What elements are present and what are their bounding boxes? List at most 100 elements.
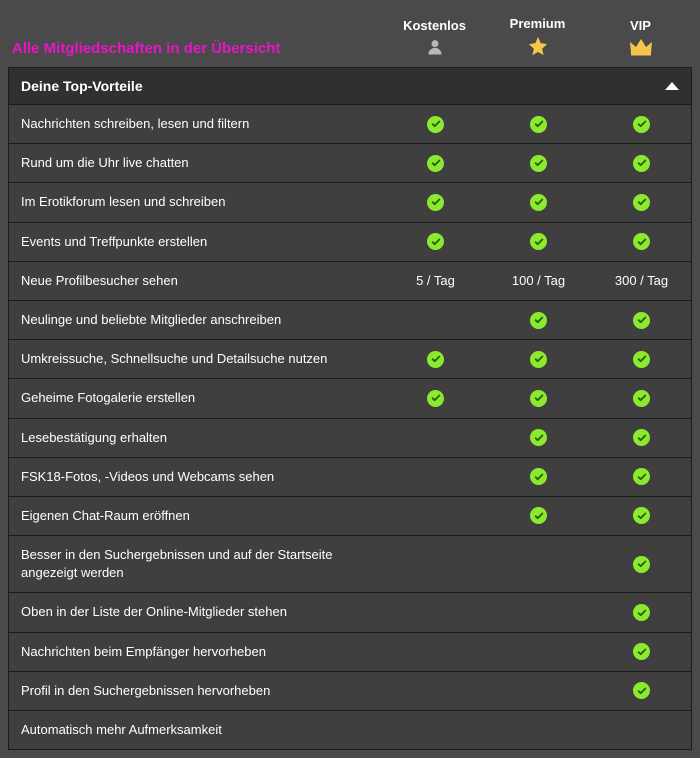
crown-icon (589, 37, 692, 57)
feature-cell (384, 194, 487, 211)
feature-label: Im Erotikforum lesen und schreiben (9, 183, 384, 221)
feature-cell (384, 351, 487, 368)
feature-row: Besser in den Suchergebnissen und auf de… (8, 536, 692, 593)
feature-cell (590, 643, 693, 660)
feature-label: Lesebestätigung erhalten (9, 419, 384, 457)
feature-label: Besser in den Suchergebnissen und auf de… (9, 536, 384, 592)
feature-cell (487, 155, 590, 172)
feature-cell (590, 312, 693, 329)
section-title: Deine Top-Vorteile (21, 78, 143, 94)
check-icon (633, 390, 650, 407)
check-icon (530, 507, 547, 524)
star-icon (486, 35, 589, 57)
feature-row: Eigenen Chat-Raum eröffnen (8, 497, 692, 536)
tier-label: VIP (589, 18, 692, 33)
feature-cell (487, 468, 590, 485)
check-icon (633, 429, 650, 446)
check-icon (633, 604, 650, 621)
feature-cell (487, 116, 590, 133)
tier-header-premium: Premium (486, 16, 589, 57)
feature-cell (590, 390, 693, 407)
tier-header-vip: VIP (589, 18, 692, 57)
check-icon (633, 233, 650, 250)
check-icon (633, 312, 650, 329)
feature-label: Geheime Fotogalerie erstellen (9, 379, 384, 417)
check-icon (530, 312, 547, 329)
check-icon (633, 507, 650, 524)
feature-cell (590, 604, 693, 621)
tier-label: Kostenlos (383, 18, 486, 33)
membership-comparison: Alle Mitgliedschaften in der Übersicht K… (8, 8, 692, 750)
feature-row: Geheime Fotogalerie erstellen (8, 379, 692, 418)
feature-row: Nachrichten schreiben, lesen und filtern (8, 105, 692, 144)
feature-cell (590, 116, 693, 133)
check-icon (633, 351, 650, 368)
feature-row: Automatisch mehr Aufmerksamkeit (8, 711, 692, 750)
check-icon (427, 194, 444, 211)
feature-cell (487, 194, 590, 211)
feature-cell (590, 556, 693, 573)
feature-label: Events und Treffpunkte erstellen (9, 223, 384, 261)
feature-cell (487, 312, 590, 329)
feature-row: Profil in den Suchergebnissen hervorhebe… (8, 672, 692, 711)
feature-cell (590, 429, 693, 446)
check-icon (633, 155, 650, 172)
header-row: Alle Mitgliedschaften in der Übersicht K… (8, 8, 692, 67)
check-icon (530, 351, 547, 368)
feature-row: Neulinge und beliebte Mitglieder anschre… (8, 301, 692, 340)
check-icon (530, 233, 547, 250)
person-icon (383, 37, 486, 57)
feature-rows: Nachrichten schreiben, lesen und filtern… (8, 105, 692, 750)
check-icon (530, 390, 547, 407)
feature-label: Rund um die Uhr live chatten (9, 144, 384, 182)
feature-cell: 300 / Tag (590, 273, 693, 288)
feature-cell (384, 233, 487, 250)
feature-cell (590, 682, 693, 699)
feature-label: Neulinge und beliebte Mitglieder anschre… (9, 301, 384, 339)
check-icon (633, 682, 650, 699)
check-icon (427, 155, 444, 172)
feature-cell: 5 / Tag (384, 273, 487, 288)
check-icon (633, 116, 650, 133)
feature-cell (487, 390, 590, 407)
feature-cell (590, 468, 693, 485)
feature-label: Eigenen Chat-Raum eröffnen (9, 497, 384, 535)
feature-cell (590, 507, 693, 524)
feature-label: Automatisch mehr Aufmerksamkeit (9, 711, 384, 749)
feature-label: Umkreissuche, Schnellsuche und Detailsuc… (9, 340, 384, 378)
feature-row: FSK18-Fotos, -Videos und Webcams sehen (8, 458, 692, 497)
feature-cell (590, 194, 693, 211)
check-icon (530, 429, 547, 446)
check-icon (530, 116, 547, 133)
feature-label: Nachrichten beim Empfänger hervorheben (9, 633, 384, 671)
check-icon (633, 556, 650, 573)
feature-label: Oben in der Liste der Online-Mitglieder … (9, 593, 384, 631)
check-icon (530, 468, 547, 485)
section-header[interactable]: Deine Top-Vorteile (8, 67, 692, 105)
feature-row: Nachrichten beim Empfänger hervorheben (8, 633, 692, 672)
feature-row: Umkreissuche, Schnellsuche und Detailsuc… (8, 340, 692, 379)
check-icon (427, 233, 444, 250)
feature-row: Neue Profilbesucher sehen5 / Tag100 / Ta… (8, 262, 692, 301)
feature-cell (384, 116, 487, 133)
feature-cell (590, 155, 693, 172)
check-icon (633, 643, 650, 660)
feature-label: Neue Profilbesucher sehen (9, 262, 384, 300)
feature-row: Oben in der Liste der Online-Mitglieder … (8, 593, 692, 632)
feature-cell (384, 155, 487, 172)
check-icon (633, 468, 650, 485)
feature-label: FSK18-Fotos, -Videos und Webcams sehen (9, 458, 384, 496)
tier-header-free: Kostenlos (383, 18, 486, 57)
feature-row: Im Erotikforum lesen und schreiben (8, 183, 692, 222)
check-icon (633, 194, 650, 211)
feature-row: Lesebestätigung erhalten (8, 419, 692, 458)
feature-label: Profil in den Suchergebnissen hervorhebe… (9, 672, 384, 710)
feature-row: Rund um die Uhr live chatten (8, 144, 692, 183)
page-title: Alle Mitgliedschaften in der Übersicht (8, 40, 383, 57)
feature-cell (487, 429, 590, 446)
check-icon (530, 155, 547, 172)
feature-cell (487, 507, 590, 524)
feature-cell (590, 351, 693, 368)
caret-up-icon (665, 82, 679, 90)
feature-cell (487, 351, 590, 368)
